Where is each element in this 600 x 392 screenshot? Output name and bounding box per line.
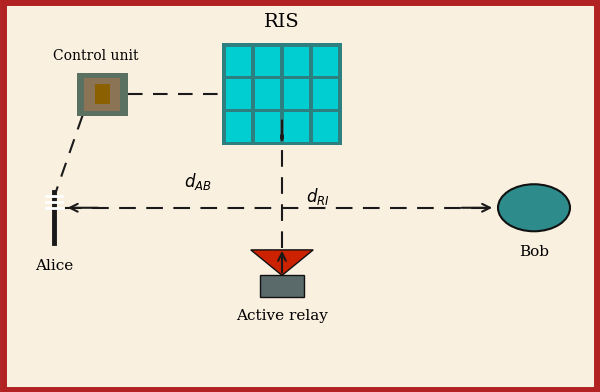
Bar [284, 112, 309, 142]
Circle shape [498, 184, 570, 231]
Bar [77, 73, 128, 116]
Text: Alice: Alice [35, 259, 73, 273]
Text: RIS: RIS [264, 13, 300, 31]
Text: Control unit: Control unit [53, 49, 139, 63]
Bar [313, 112, 338, 142]
Polygon shape [251, 250, 313, 276]
Bar [313, 80, 338, 109]
Bar [222, 43, 342, 145]
Bar [284, 80, 309, 109]
Bar [226, 80, 251, 109]
Bar [255, 47, 280, 76]
Text: Bob: Bob [519, 245, 549, 259]
Bar [95, 84, 110, 104]
Text: Active relay: Active relay [236, 309, 328, 323]
Text: $d_{AB}$: $d_{AB}$ [184, 171, 212, 192]
Text: $d_{RI}$: $d_{RI}$ [306, 186, 330, 207]
Bar [226, 47, 251, 76]
Bar [85, 78, 120, 111]
Bar [226, 112, 251, 142]
Bar [313, 47, 338, 76]
Bar [255, 80, 280, 109]
Bar [255, 112, 280, 142]
Bar [284, 47, 309, 76]
Bar [260, 275, 304, 297]
